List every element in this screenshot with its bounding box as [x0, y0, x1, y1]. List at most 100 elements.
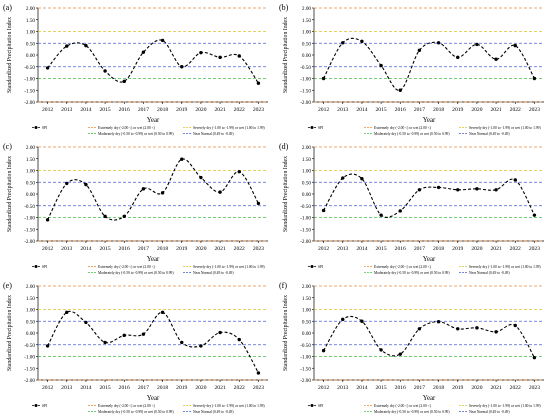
- spi-data-point: [141, 187, 146, 191]
- y-tick-label: 0.50: [302, 41, 311, 47]
- spi-data-point: [160, 38, 165, 43]
- y-tick-label: 0.50: [26, 41, 35, 47]
- x-tick-label: 2013: [337, 385, 348, 391]
- y-tick-label: 1.50: [302, 18, 311, 24]
- y-tick-label: -0.50: [24, 343, 35, 349]
- y-axis-label: Standardized Precipitation Index: [7, 156, 13, 232]
- y-tick-label: 1.00: [302, 30, 311, 36]
- spi-data-point: [122, 79, 126, 84]
- spi-data-point: [456, 327, 460, 331]
- legend-label: Moderately dry (-0.50 to -0.99) or wet (…: [98, 271, 174, 275]
- spi-data-point: [341, 176, 345, 180]
- x-tick-label: 2022: [510, 385, 521, 391]
- y-axis-label: Standardized Precipitation Index: [283, 156, 289, 232]
- x-axis-label: Year: [423, 117, 436, 124]
- y-tick-label: 0.00: [26, 53, 35, 59]
- x-tick-label: 2021: [214, 107, 225, 113]
- x-tick-label: 2023: [529, 385, 540, 391]
- spi-data-point: [84, 320, 88, 325]
- spi-series-line: [47, 39, 259, 84]
- chart-panel: (b) 2.00 1.50 1.00 0.50 0.00 -0.50 -1.00 -1.50 -2…: [279, 3, 544, 136]
- y-tick-label: -1.50: [300, 227, 311, 233]
- spi-data-point: [65, 310, 69, 315]
- spi-data-point: [379, 213, 383, 217]
- legend-label: Near Normal (0.49 to -0.49): [469, 271, 510, 275]
- legend-label: SPI: [318, 126, 324, 130]
- spi-data-point: [256, 81, 261, 85]
- x-tick-label: 2016: [119, 246, 130, 252]
- x-tick-label: 2019: [452, 385, 463, 391]
- x-axis-label: Year: [423, 395, 436, 402]
- x-tick-label: 2017: [138, 246, 149, 252]
- spi-data-point: [379, 63, 383, 68]
- x-axis-label: Year: [423, 256, 436, 263]
- legend-label: Extremely dry (-2.00 <) or wet (2.00 <): [374, 265, 432, 269]
- spi-data-point: [321, 208, 326, 213]
- x-tick-label: 2022: [234, 246, 245, 252]
- y-tick-label: 0.50: [26, 319, 35, 325]
- x-tick-label: 2015: [375, 246, 386, 252]
- spi-data-point: [436, 320, 441, 324]
- x-tick-label: 2023: [253, 246, 264, 252]
- y-tick-label: -1.00: [300, 77, 311, 83]
- spi-data-point: [141, 50, 146, 54]
- spi-data-point: [180, 340, 184, 345]
- spi-data-point: [122, 214, 126, 219]
- spi-series-line: [323, 37, 535, 91]
- y-tick-label: -1.00: [300, 216, 311, 222]
- x-tick-label: 2012: [42, 246, 53, 252]
- spi-data-point: [218, 55, 222, 60]
- legend-swatch-marker: [34, 265, 38, 268]
- y-axis-label: Standardized Precipitation Index: [7, 17, 13, 93]
- x-tick-label: 2012: [42, 385, 53, 391]
- y-tick-label: 1.50: [26, 296, 35, 302]
- x-tick-label: 2017: [138, 385, 149, 391]
- spi-data-point: [84, 182, 88, 187]
- spi-data-point: [513, 323, 517, 328]
- spi-data-point: [398, 352, 402, 356]
- x-tick-label: 2012: [318, 246, 329, 252]
- y-tick-label: -2.00: [300, 239, 311, 245]
- y-tick-label: -0.50: [300, 204, 311, 210]
- chart-panel: (f) 2.00 1.50 1.00 0.50 0.00 -0.50 -1.00 -1.50 -2…: [279, 281, 544, 414]
- spi-series-line: [323, 173, 535, 218]
- y-tick-label: -1.00: [24, 77, 35, 83]
- x-tick-label: 2014: [356, 246, 367, 252]
- y-tick-label: -2.00: [300, 100, 311, 106]
- x-axis-label: Year: [147, 117, 160, 124]
- x-tick-label: 2019: [176, 107, 187, 113]
- x-tick-label: 2021: [214, 246, 225, 252]
- legend-label: Severely dry (-1.00 to -1.99) or wet (1.…: [193, 404, 265, 408]
- legend-label: SPI: [42, 404, 48, 408]
- spi-data-point: [65, 181, 69, 186]
- spi-data-point: [321, 348, 326, 353]
- spi-data-point: [180, 65, 184, 69]
- spi-data-point: [532, 355, 537, 360]
- x-tick-label: 2015: [99, 107, 110, 113]
- spi-data-point: [65, 44, 69, 48]
- spi-data-point: [475, 326, 479, 330]
- y-tick-label: -1.00: [24, 355, 35, 361]
- x-tick-label: 2016: [119, 385, 130, 391]
- x-tick-label: 2012: [318, 107, 329, 113]
- legend-label: Moderately dry (-0.50 to -0.99) or wet (…: [374, 271, 450, 275]
- spi-series-line: [323, 315, 535, 358]
- legend-label: SPI: [42, 265, 48, 269]
- panel-label: (d): [279, 142, 289, 151]
- y-tick-label: 2.00: [302, 6, 311, 12]
- spi-data-point: [122, 333, 126, 338]
- spi-data-point: [141, 332, 146, 336]
- legend-label: Moderately dry (-0.50 to -0.99) or wet (…: [374, 410, 450, 414]
- y-tick-label: 0.50: [302, 319, 311, 325]
- x-tick-label: 2016: [395, 385, 406, 391]
- legend-label: Severely dry (-1.00 to -1.99) or wet (1.…: [469, 126, 541, 130]
- spi-data-point: [417, 327, 422, 331]
- spi-data-point: [360, 177, 364, 181]
- x-tick-label: 2018: [433, 107, 444, 113]
- spi-series-line: [47, 158, 259, 221]
- x-tick-label: 2014: [80, 385, 91, 391]
- spi-data-point: [494, 57, 498, 61]
- y-tick-label: -1.50: [300, 366, 311, 372]
- x-tick-label: 2016: [119, 107, 130, 113]
- x-tick-label: 2021: [214, 385, 225, 391]
